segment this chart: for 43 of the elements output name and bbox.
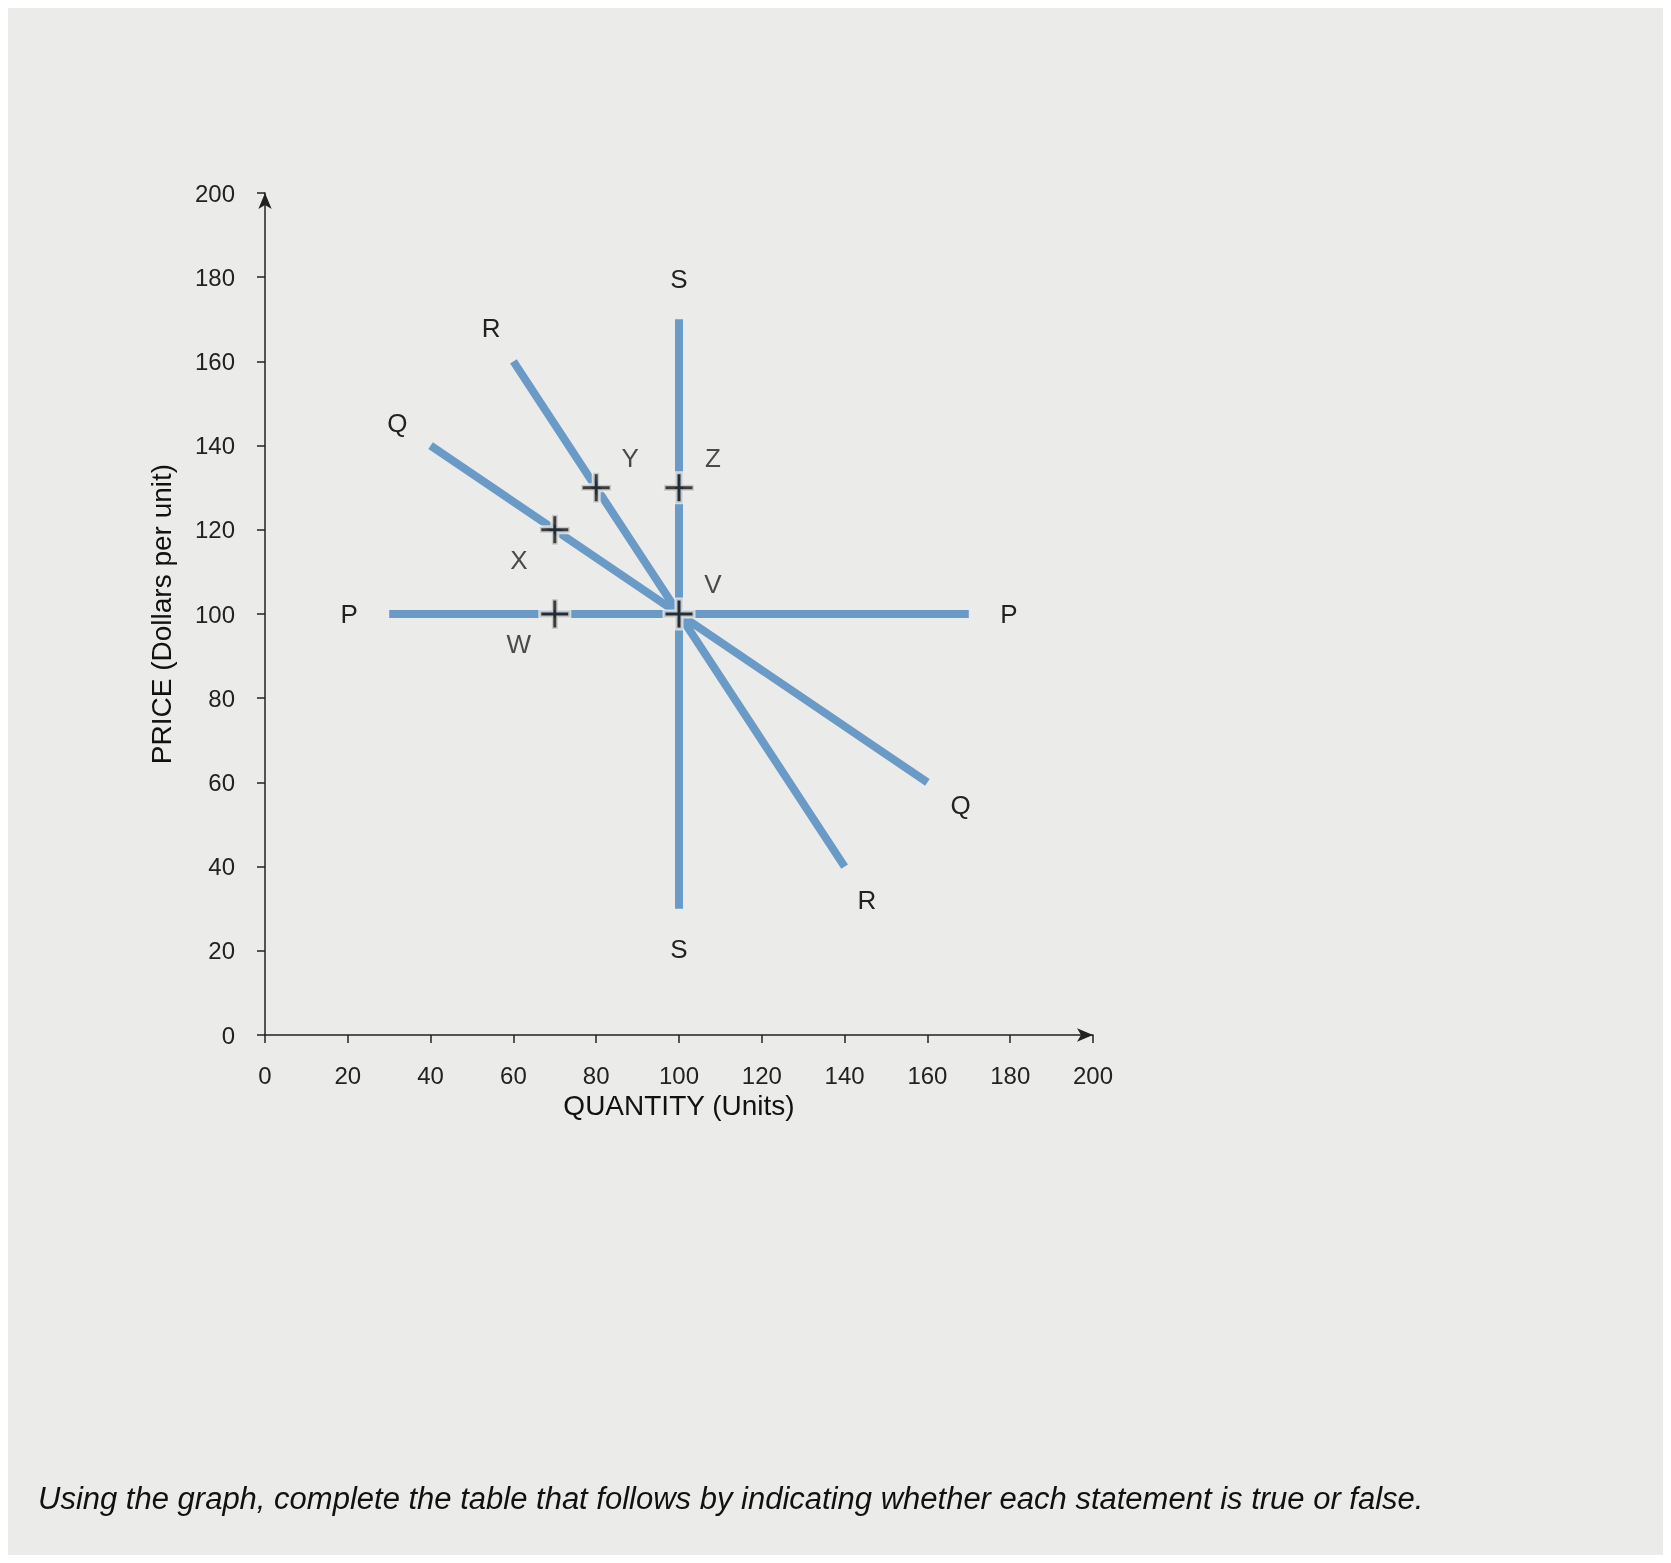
- series-label: R: [481, 313, 501, 344]
- point: [538, 513, 572, 547]
- point: [662, 597, 696, 631]
- y-tick-label: 0: [221, 1021, 235, 1049]
- text: R: [857, 884, 877, 915]
- text: P: [1000, 599, 1018, 629]
- x-tick-label: 120: [741, 1061, 782, 1089]
- y-tick-label: 20: [208, 937, 235, 965]
- series-label: Q: [950, 789, 971, 820]
- x-tick-label: 20: [334, 1061, 362, 1089]
- x-tick-label: 100: [658, 1061, 700, 1089]
- point: [579, 471, 613, 505]
- series-label: P: [340, 599, 358, 629]
- x-tick-label: 60: [500, 1061, 527, 1089]
- text: Using the graph, complete the table that follows by indicating whether each statement is true or false.: [38, 1481, 1424, 1516]
- annotation: Z: [705, 442, 722, 473]
- text: S: [670, 933, 688, 964]
- text: Q: [387, 408, 408, 439]
- y-tick-label: 100: [194, 600, 235, 628]
- y-tick-label: 180: [194, 263, 235, 291]
- x-tick-label: 180: [990, 1061, 1031, 1089]
- annotation: X: [510, 544, 528, 575]
- x-tick-label: 140: [824, 1061, 865, 1089]
- y-tick-label: 200: [194, 179, 235, 207]
- series-label: S: [670, 264, 688, 295]
- x-tick-label: 200: [1072, 1061, 1114, 1089]
- annotation: W: [506, 629, 532, 659]
- x-tick-label: 80: [582, 1061, 610, 1089]
- point: [662, 471, 696, 505]
- y-axis-title: PRICE (Dollars per unit): [145, 463, 177, 765]
- x-tick-label: 40: [417, 1061, 444, 1089]
- x-axis-title: QUANTITY (Units): [563, 1090, 795, 1122]
- y-tick-label: 80: [208, 684, 235, 712]
- point: [538, 597, 572, 631]
- annotation: V: [704, 569, 723, 599]
- annotation: Y: [621, 442, 639, 473]
- x-tick-label: 160: [907, 1061, 948, 1089]
- y-tick-label: 60: [208, 768, 235, 796]
- y-tick-label: 40: [208, 853, 235, 881]
- y-tick-label: 140: [194, 432, 235, 460]
- y-tick-label: 160: [194, 347, 235, 375]
- y-tick-label: 120: [194, 516, 235, 544]
- x-tick-label: 0: [258, 1061, 272, 1089]
